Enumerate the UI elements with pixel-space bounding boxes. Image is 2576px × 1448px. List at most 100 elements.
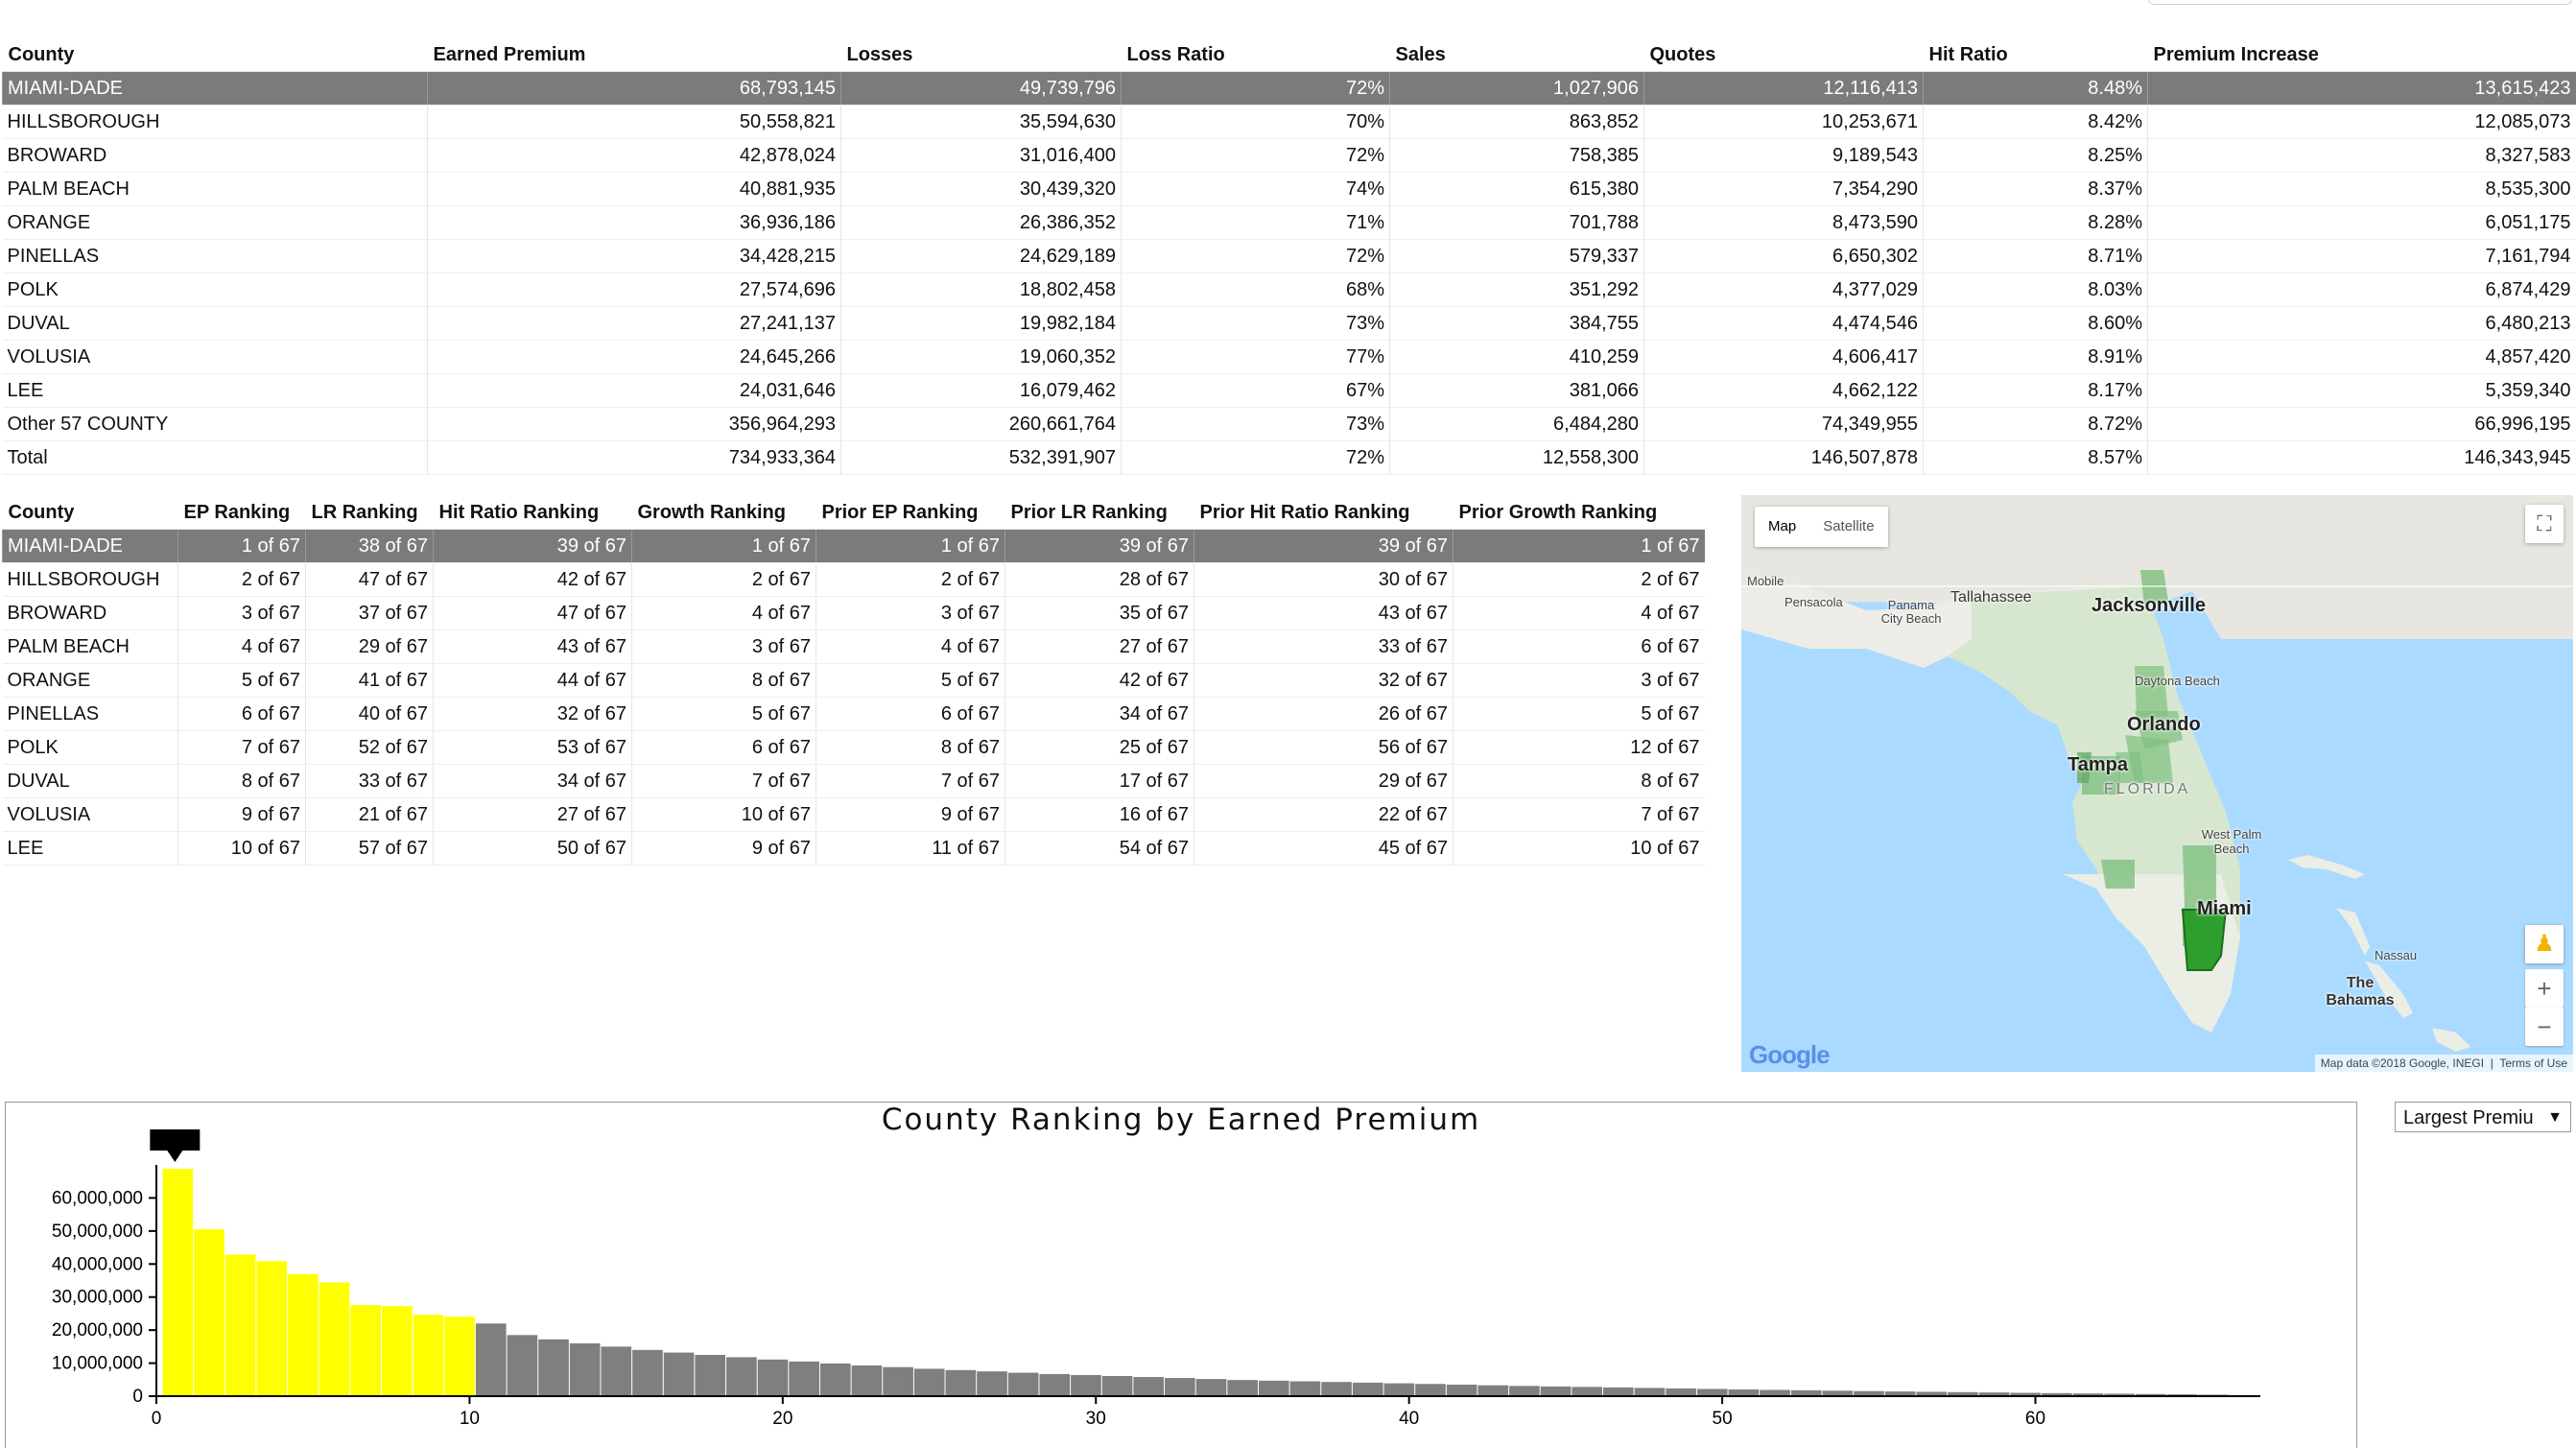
- table-row[interactable]: Total 734,933,364 532,391,907 72% 12,558,300…: [2, 440, 2576, 475]
- table-row[interactable]: VOLUSIA 9 of 67 21 of 67 27 of 67 10 of 67 9 …: [2, 797, 1705, 832]
- chart-bar[interactable]: [569, 1342, 601, 1396]
- chart-bar[interactable]: [225, 1254, 256, 1396]
- table-row[interactable]: HILLSBOROUGH 2 of 67 47 of 67 42 of 67 2 of …: [2, 562, 1705, 597]
- chart-bar[interactable]: [256, 1261, 288, 1396]
- search-box-edge[interactable]: [2148, 0, 2572, 5]
- chart-bar[interactable]: [1383, 1383, 1415, 1396]
- chart-bar[interactable]: [789, 1361, 819, 1396]
- chart-bar[interactable]: [945, 1369, 977, 1396]
- column-header[interactable]: Growth Ranking: [631, 496, 816, 530]
- chart-bar[interactable]: [444, 1317, 475, 1396]
- table-row[interactable]: HILLSBOROUGH 50,558,821 35,594,630 70% 863,8…: [2, 105, 2576, 139]
- table-row[interactable]: LEE 10 of 67 57 of 67 50 of 67 9 of 67 11 of …: [2, 831, 1705, 866]
- chart-bar[interactable]: [413, 1315, 444, 1396]
- column-header[interactable]: County: [2, 496, 178, 530]
- chart-bar[interactable]: [1540, 1386, 1572, 1396]
- chart-bar[interactable]: [1854, 1390, 1884, 1396]
- chart-bar[interactable]: [1133, 1377, 1165, 1396]
- column-header[interactable]: Losses: [840, 38, 1122, 72]
- chart-bar[interactable]: [819, 1363, 851, 1396]
- table-row[interactable]: Other 57 COUNTY 356,964,293 260,661,764 73%…: [2, 407, 2576, 441]
- chart-bar[interactable]: [1477, 1385, 1509, 1396]
- column-header[interactable]: Sales: [1389, 38, 1644, 72]
- chart-bar[interactable]: [1978, 1392, 2010, 1396]
- table-row[interactable]: ORANGE 36,936,186 26,386,352 71% 701,788 8,47…: [2, 205, 2576, 240]
- chart-bar[interactable]: [1948, 1391, 1978, 1396]
- chart-bar[interactable]: [1822, 1390, 1854, 1396]
- column-header[interactable]: EP Ranking: [177, 496, 306, 530]
- chart-bar[interactable]: [726, 1357, 757, 1396]
- column-header[interactable]: Prior LR Ranking: [1004, 496, 1194, 530]
- chart-bar[interactable]: [350, 1305, 381, 1396]
- column-header[interactable]: Prior Growth Ranking: [1453, 496, 1705, 530]
- chart-bar[interactable]: [601, 1346, 632, 1396]
- chart-bar[interactable]: [2072, 1393, 2104, 1396]
- chart-bar[interactable]: [1071, 1374, 1101, 1396]
- table-row[interactable]: DUVAL 27,241,137 19,982,184 73% 384,755 4,474…: [2, 306, 2576, 341]
- chart-bar[interactable]: [1916, 1391, 1948, 1396]
- table-row[interactable]: PALM BEACH 4 of 67 29 of 67 43 of 67 3 of 67…: [2, 629, 1705, 664]
- chart-bar[interactable]: [1195, 1379, 1227, 1396]
- chart-bar[interactable]: [1165, 1378, 1195, 1396]
- table-row[interactable]: ORANGE 5 of 67 41 of 67 44 of 67 8 of 67 5 of…: [2, 663, 1705, 698]
- chart-bar[interactable]: [632, 1349, 663, 1396]
- table-row[interactable]: MIAMI-DADE 1 of 67 38 of 67 39 of 67 1 of 67…: [2, 529, 1705, 563]
- column-header[interactable]: Loss Ratio: [1121, 38, 1390, 72]
- chart-bar[interactable]: [1634, 1388, 1666, 1396]
- table-row[interactable]: VOLUSIA 24,645,266 19,060,352 77% 410,259 4,6…: [2, 340, 2576, 374]
- chart-bar[interactable]: [977, 1371, 1007, 1396]
- chart-bar[interactable]: [1258, 1380, 1289, 1396]
- chart-bar[interactable]: [194, 1228, 225, 1396]
- chart-bar[interactable]: [2104, 1393, 2135, 1396]
- table-row[interactable]: MIAMI-DADE 68,793,145 49,739,796 72% 1,027,9…: [2, 71, 2576, 106]
- chart-bar[interactable]: [913, 1368, 945, 1396]
- sort-dropdown[interactable]: Largest Premiu ▼: [2395, 1102, 2571, 1132]
- chart-bar[interactable]: [1415, 1384, 1446, 1396]
- column-header[interactable]: LR Ranking: [305, 496, 434, 530]
- chart-bar[interactable]: [1039, 1373, 1071, 1396]
- table-row[interactable]: POLK 7 of 67 52 of 67 53 of 67 6 of 67 8 of 6…: [2, 730, 1705, 765]
- column-header[interactable]: Hit Ratio Ranking: [433, 496, 632, 530]
- chart-bar[interactable]: [1101, 1375, 1133, 1396]
- florida-map[interactable]: Map Satellite ⛶ ♟ + − Mobile Pensacola P…: [1741, 495, 2573, 1072]
- chart-bar[interactable]: [1321, 1382, 1352, 1396]
- chart-bar[interactable]: [1760, 1389, 1790, 1396]
- table-row[interactable]: PALM BEACH 40,881,935 30,439,320 74% 615,380…: [2, 172, 2576, 206]
- chart-bar[interactable]: [1666, 1388, 1696, 1396]
- table-row[interactable]: BROWARD 42,878,024 31,016,400 72% 758,385 9,1…: [2, 138, 2576, 173]
- chart-bar[interactable]: [507, 1335, 538, 1396]
- fullscreen-icon[interactable]: ⛶: [2525, 505, 2564, 543]
- chart-bar[interactable]: [1007, 1372, 1039, 1396]
- column-header[interactable]: Premium Increase: [2147, 38, 2576, 72]
- chart-bar[interactable]: [1572, 1387, 1603, 1396]
- zoom-in-button[interactable]: +: [2525, 969, 2564, 1008]
- column-header[interactable]: Earned Premium: [427, 38, 841, 72]
- table-row[interactable]: LEE 24,031,646 16,079,462 67% 381,066 4,662,1…: [2, 373, 2576, 408]
- chart-bar[interactable]: [663, 1352, 695, 1396]
- chart-bar[interactable]: [2010, 1392, 2042, 1396]
- chart-bar[interactable]: [1227, 1380, 1258, 1396]
- chart-bar[interactable]: [162, 1169, 194, 1396]
- chart-bar[interactable]: [757, 1359, 789, 1396]
- chart-bar[interactable]: [1289, 1381, 1321, 1396]
- chart-bar[interactable]: [695, 1354, 726, 1396]
- table-row[interactable]: PINELLAS 6 of 67 40 of 67 32 of 67 5 of 67 6 …: [2, 697, 1705, 731]
- chart-bar[interactable]: [1446, 1384, 1477, 1396]
- chart-bar[interactable]: [1728, 1389, 1760, 1396]
- terms-of-use-link[interactable]: Terms of Use: [2499, 1056, 2567, 1070]
- column-header[interactable]: Quotes: [1643, 38, 1924, 72]
- column-header[interactable]: Prior EP Ranking: [815, 496, 1005, 530]
- chart-bar[interactable]: [475, 1323, 507, 1396]
- column-header[interactable]: Hit Ratio: [1923, 38, 2148, 72]
- chart-bar[interactable]: [538, 1339, 569, 1396]
- chart-bar[interactable]: [288, 1273, 319, 1396]
- column-header[interactable]: Prior Hit Ratio Ranking: [1193, 496, 1453, 530]
- chart-bar[interactable]: [1790, 1389, 1822, 1396]
- column-header[interactable]: County: [2, 38, 428, 72]
- table-row[interactable]: BROWARD 3 of 67 37 of 67 47 of 67 4 of 67 3 o…: [2, 596, 1705, 630]
- map-type-map[interactable]: Map: [1768, 518, 1797, 534]
- chart-bar[interactable]: [851, 1365, 883, 1396]
- chart-bar[interactable]: [2135, 1393, 2166, 1396]
- chart-bar[interactable]: [883, 1366, 913, 1396]
- chart-bar[interactable]: [319, 1282, 350, 1396]
